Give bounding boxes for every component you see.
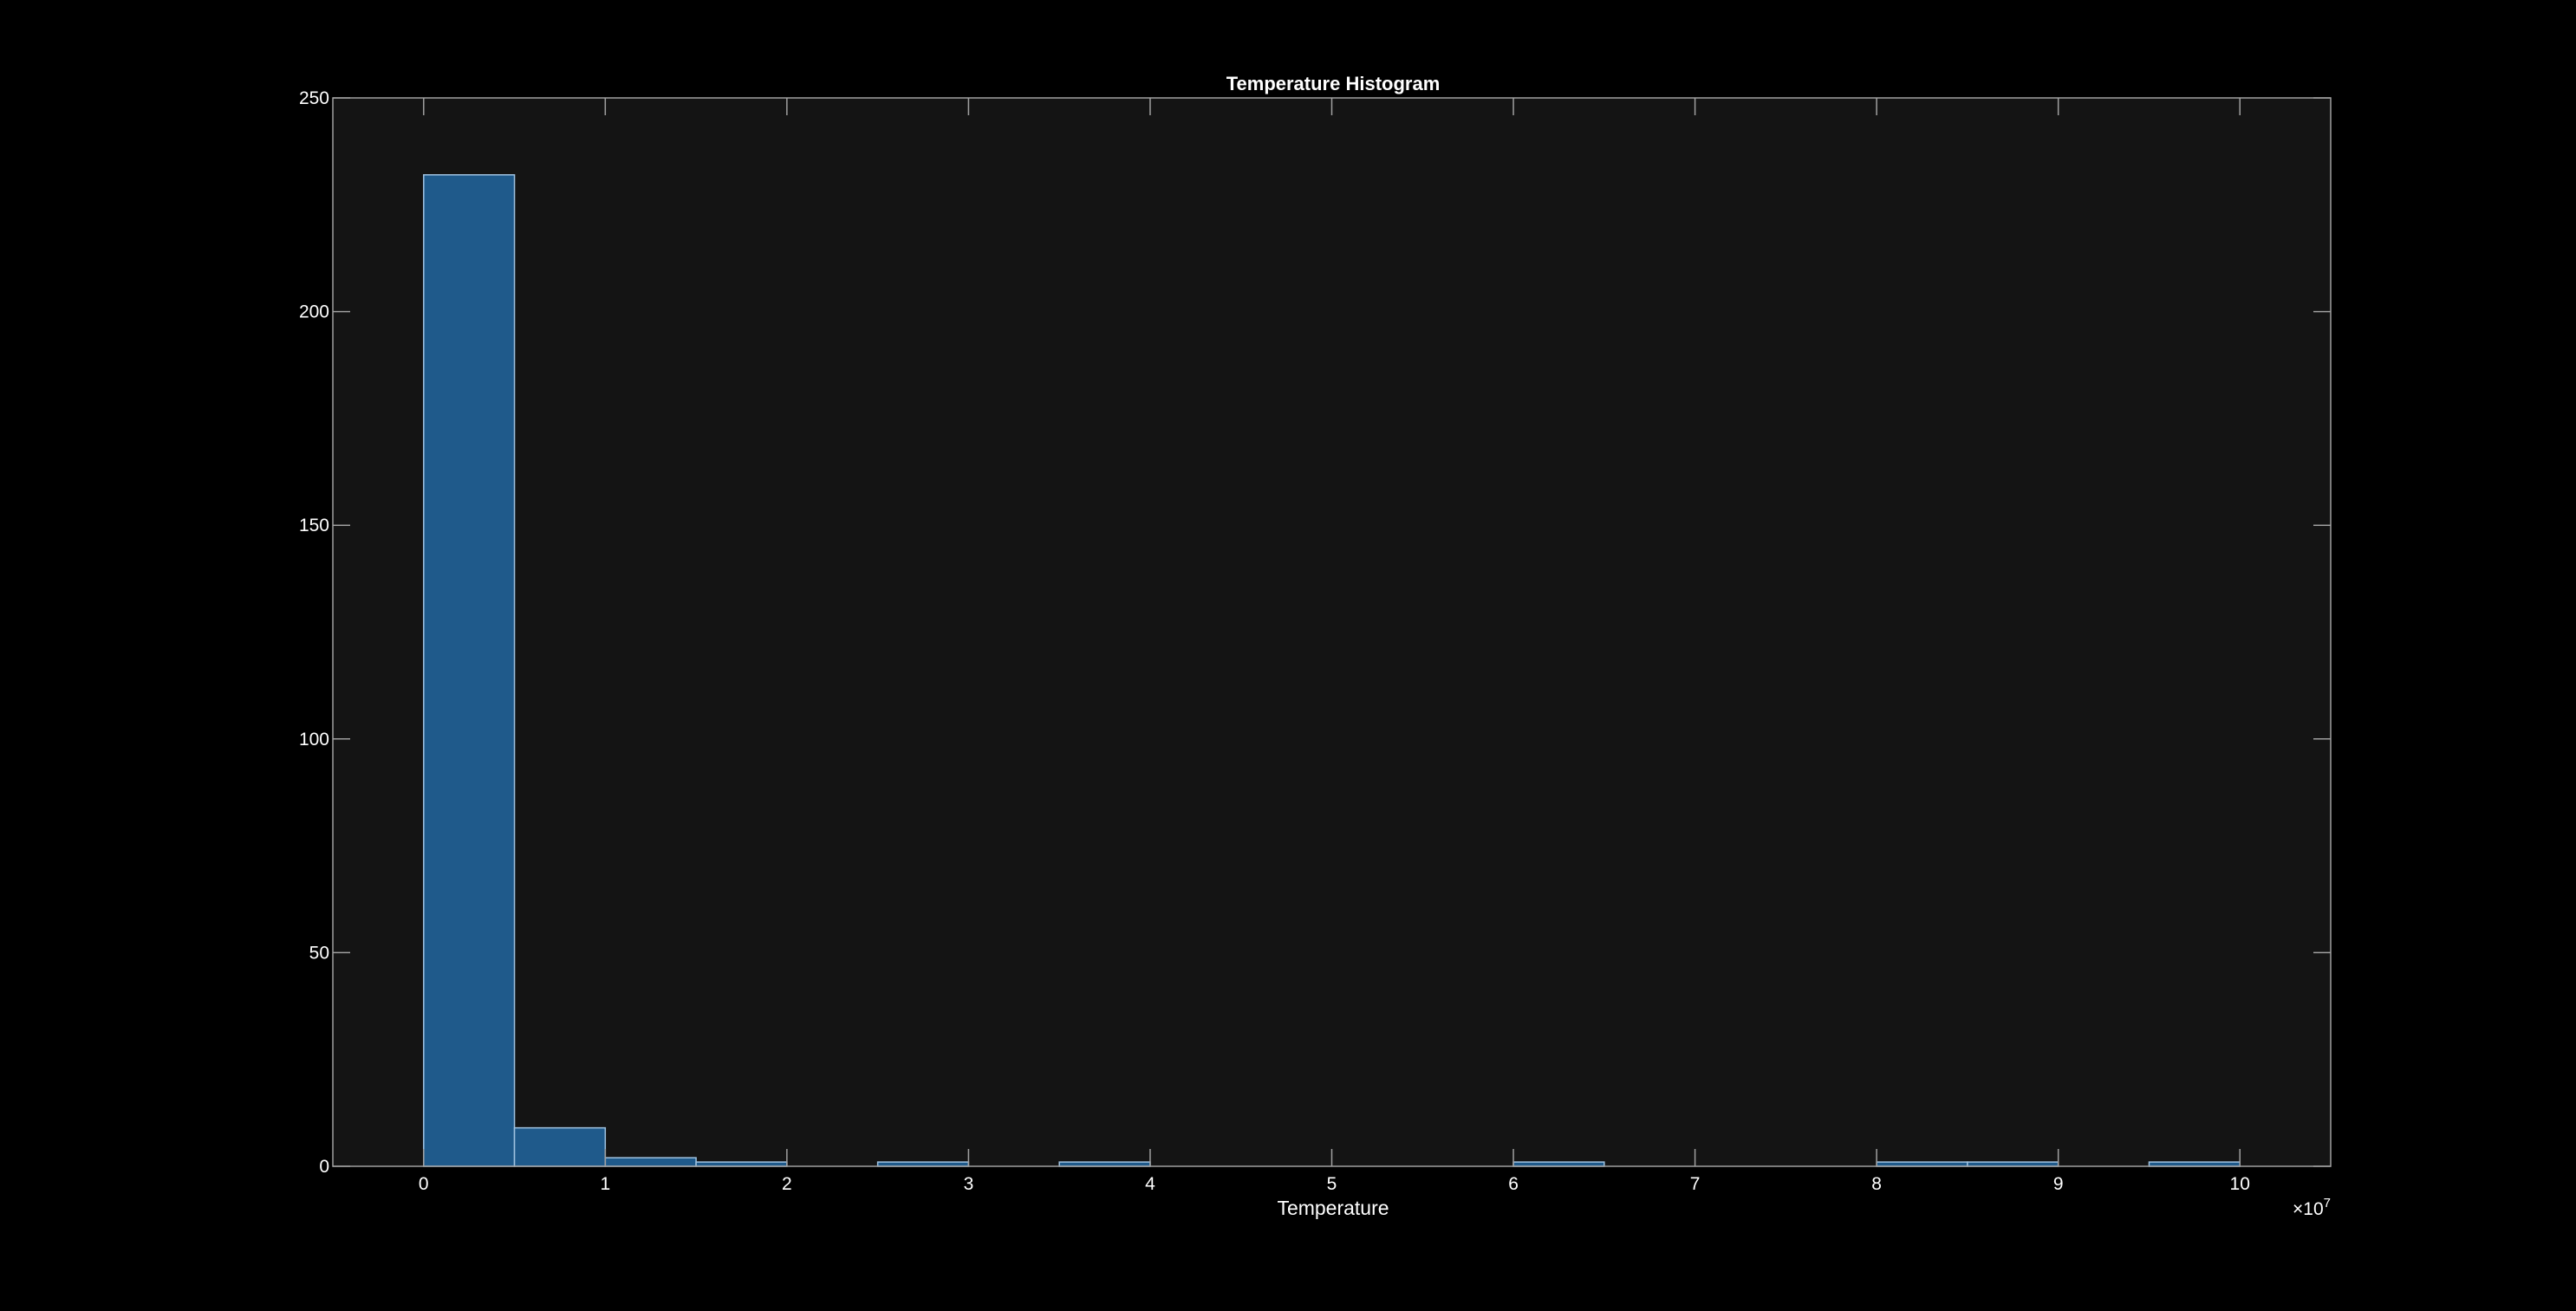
x-tick-label-5: 5 xyxy=(1327,1174,1337,1194)
x-tick-label-1: 1 xyxy=(600,1174,610,1194)
x-tick-label-4: 4 xyxy=(1145,1174,1155,1194)
y-tick-label-0: 0 xyxy=(319,1157,329,1177)
x-exponent-base: ×10 xyxy=(2293,1199,2324,1219)
x-tick-label-8: 8 xyxy=(1871,1174,1882,1194)
x-tick-label-2: 2 xyxy=(782,1174,792,1194)
histogram-bar-2 xyxy=(604,1157,697,1167)
y-tick-label-1: 50 xyxy=(309,943,329,963)
x-exponent-power: 7 xyxy=(2324,1196,2331,1210)
axes-background xyxy=(333,98,2331,1166)
x-tick-label-9: 9 xyxy=(2053,1174,2064,1194)
ticks-group xyxy=(333,97,2331,1167)
chart-title: Temperature Histogram xyxy=(1226,73,1441,94)
x-tick-label-6: 6 xyxy=(1508,1174,1519,1194)
histogram-bar-0 xyxy=(423,174,516,1167)
bars-group xyxy=(423,174,2241,1167)
y-tick-label-2: 100 xyxy=(299,730,329,750)
x-tick-label-7: 7 xyxy=(1690,1174,1701,1194)
y-tick-label-5: 250 xyxy=(299,88,329,108)
y-tick-label-4: 200 xyxy=(299,302,329,322)
x-tick-label-3: 3 xyxy=(964,1174,974,1194)
x-exponent-label: ×107 xyxy=(2293,1196,2331,1219)
x-axis-title: Temperature xyxy=(1277,1197,1389,1219)
histogram-bar-1 xyxy=(513,1126,607,1167)
y-tick-label-3: 150 xyxy=(299,516,329,535)
x-tick-label-0: 0 xyxy=(419,1174,429,1194)
x-tick-label-10: 10 xyxy=(2230,1174,2250,1194)
